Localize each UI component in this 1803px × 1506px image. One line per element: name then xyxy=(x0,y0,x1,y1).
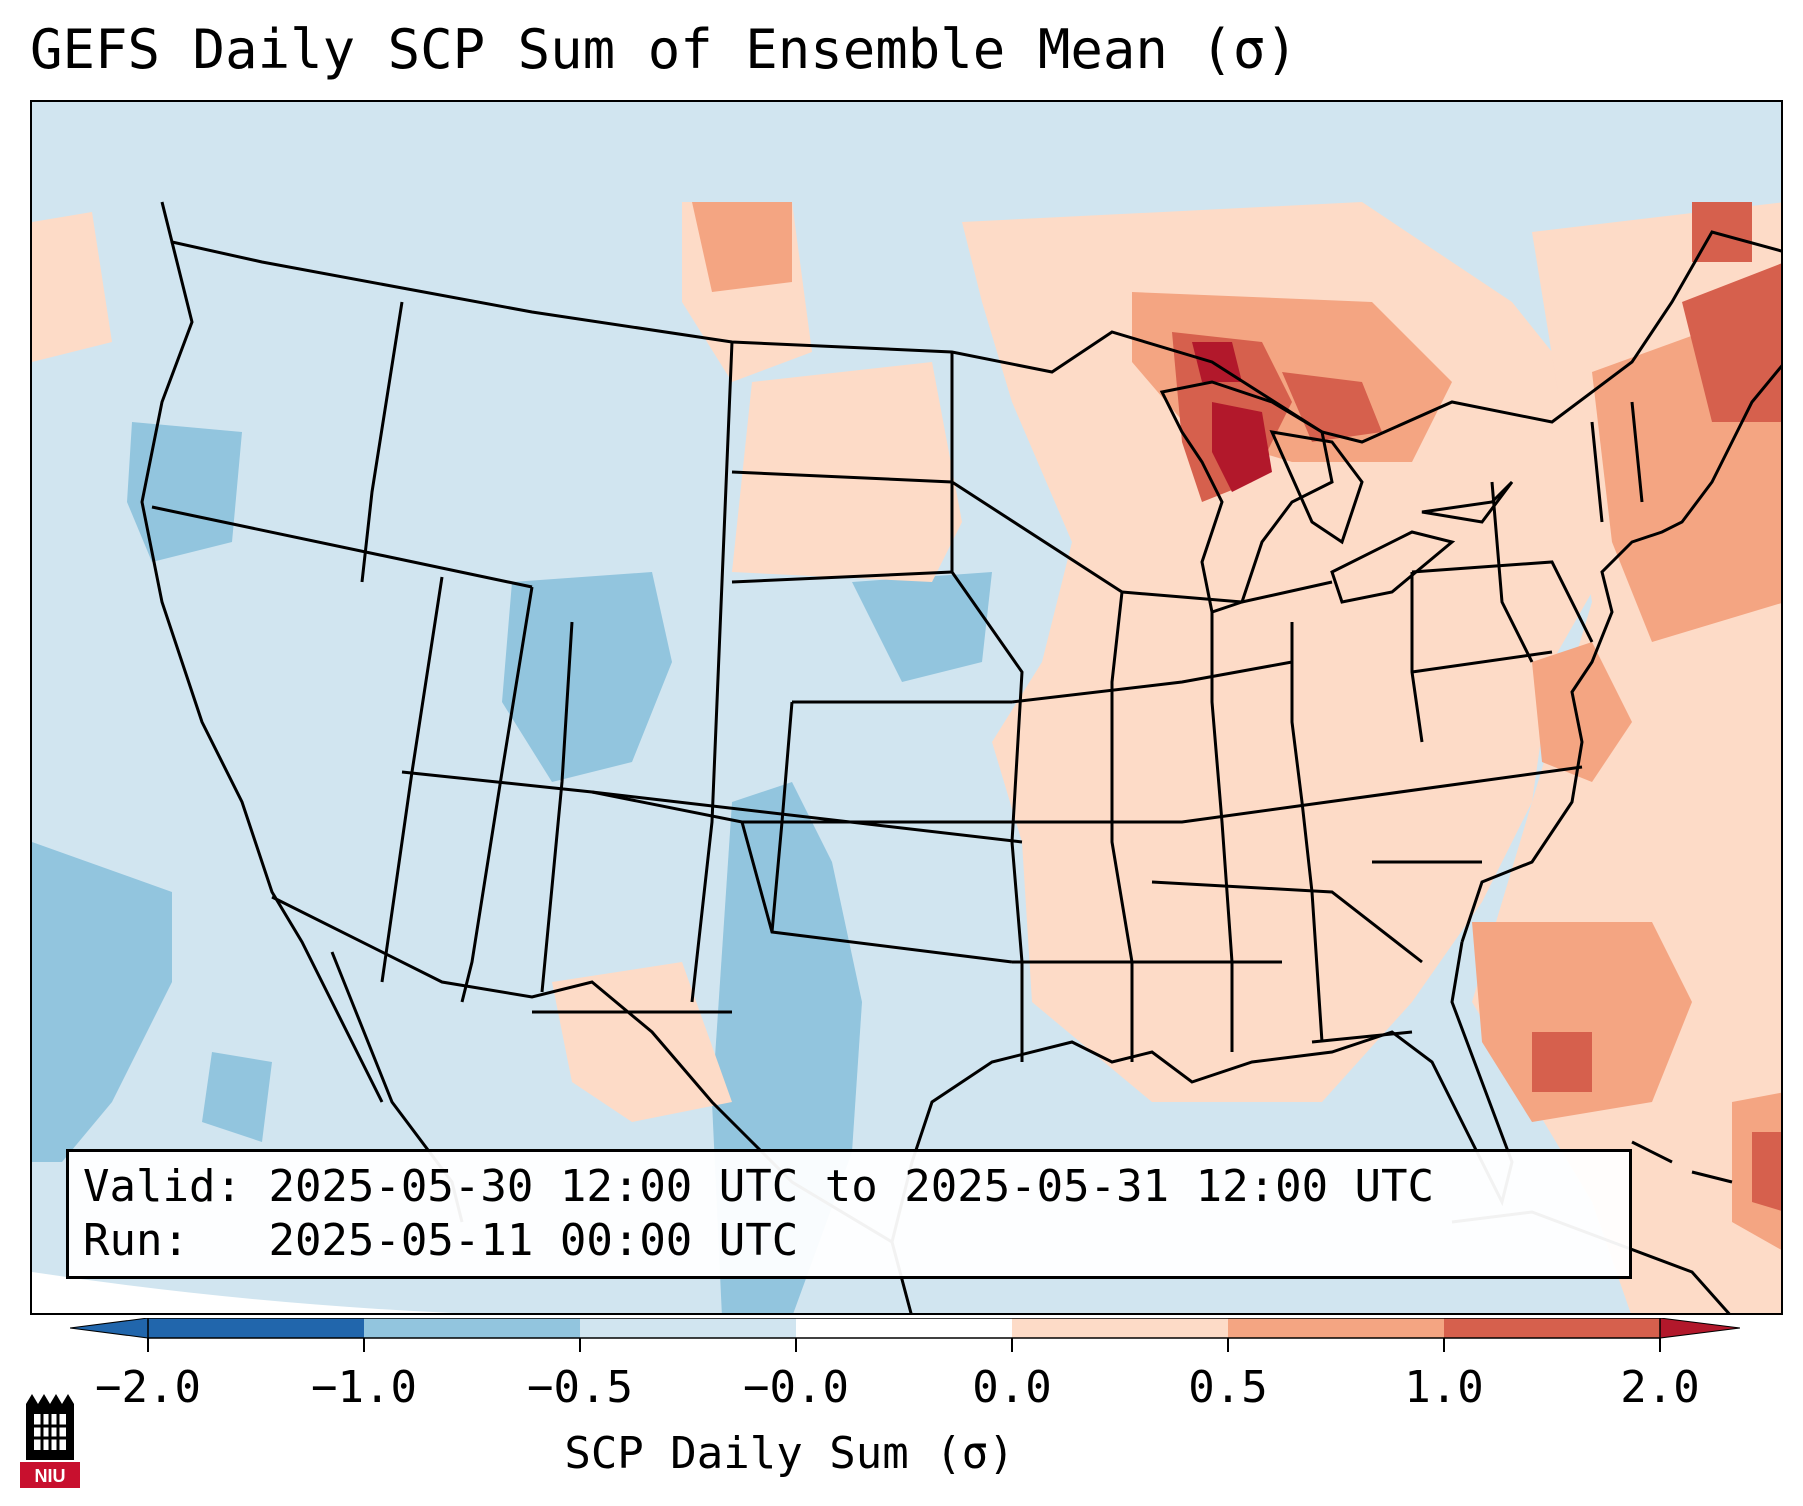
colorbar-tick-label: −2.0 xyxy=(95,1362,201,1413)
colorbar-tick-label: 1.0 xyxy=(1404,1362,1484,1413)
valid-label: Valid: xyxy=(83,1161,242,1212)
valid-run-info-box: Valid: 2025-05-30 12:00 UTC to 2025-05-3… xyxy=(66,1149,1632,1279)
map-panel[interactable] xyxy=(30,100,1783,1315)
colorbar-label: SCP Daily Sum (σ) xyxy=(564,1428,1015,1479)
map-title: GEFS Daily SCP Sum of Ensemble Mean (σ) xyxy=(30,18,1298,81)
colorbar-segment-2 xyxy=(364,1318,580,1338)
run-label: Run: xyxy=(83,1215,189,1266)
colorbar-extend-low xyxy=(70,1318,149,1339)
niu-logo-icon: NIU xyxy=(20,1394,80,1488)
svg-text:NIU: NIU xyxy=(35,1466,66,1486)
boundary-lines xyxy=(140,201,1781,1313)
colorbar-tick-label: 0.0 xyxy=(972,1362,1052,1413)
colorbar-segment-6 xyxy=(1228,1318,1444,1338)
colorbar-segment-1 xyxy=(148,1318,364,1338)
colorbar-segment-3 xyxy=(580,1318,796,1338)
projection-edge-left xyxy=(32,1272,454,1313)
valid-value: 2025-05-30 12:00 UTC to 2025-05-31 12:00… xyxy=(268,1161,1435,1212)
colorbar-tick-label: −0.0 xyxy=(743,1362,849,1413)
run-value: 2025-05-11 00:00 UTC xyxy=(268,1215,799,1266)
colorbar-ticks xyxy=(147,1338,1661,1352)
colorbar xyxy=(70,1318,1740,1352)
colorbar-tick-label: 2.0 xyxy=(1620,1362,1700,1413)
colorbar-segment-7 xyxy=(1444,1318,1660,1338)
colorbar-extend-high xyxy=(1659,1318,1740,1339)
colorbar-segment-4 xyxy=(796,1318,1012,1338)
colorbar-tick-label: 0.5 xyxy=(1188,1362,1268,1413)
colorbar-tick-label: −0.5 xyxy=(527,1362,633,1413)
colorbar-tick-label: −1.0 xyxy=(311,1362,417,1413)
map-canvas xyxy=(32,102,1781,1313)
colorbar-outline xyxy=(147,1318,1661,1339)
colorbar-segment-5 xyxy=(1012,1318,1228,1338)
